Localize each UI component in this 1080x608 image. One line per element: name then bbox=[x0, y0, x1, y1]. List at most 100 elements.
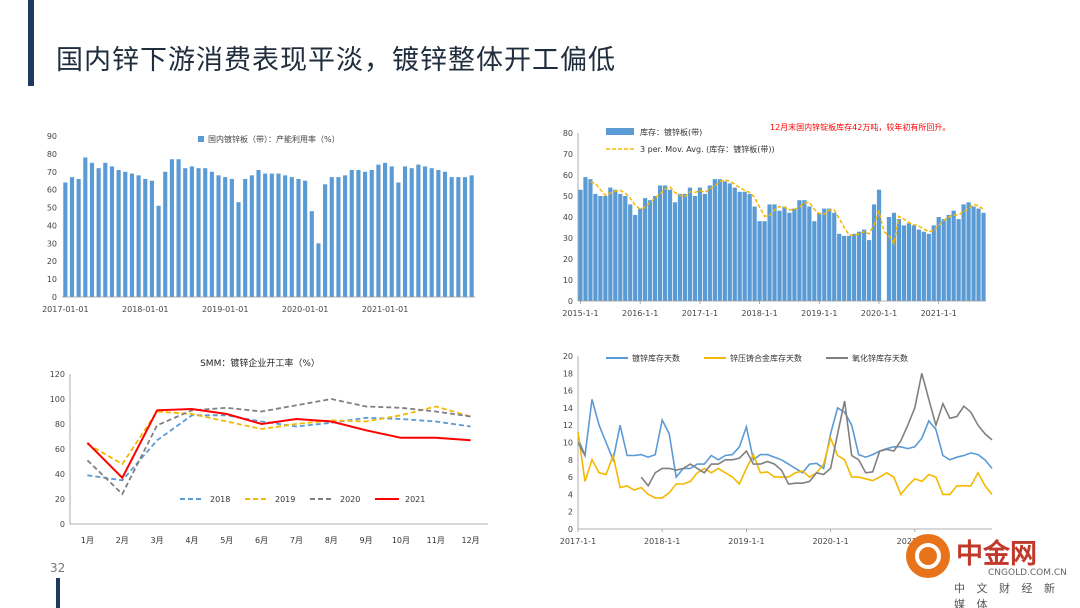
days-ytick: 20 bbox=[563, 352, 573, 361]
inv-bar bbox=[961, 204, 966, 301]
inv-bar bbox=[797, 200, 802, 301]
util-bar bbox=[136, 175, 141, 297]
inv-bar bbox=[672, 202, 678, 301]
inv-bar bbox=[628, 204, 633, 301]
inv-bar bbox=[583, 177, 588, 301]
inv-bar bbox=[762, 221, 767, 301]
inv-bar bbox=[702, 193, 707, 301]
inv-ytick: 0 bbox=[568, 297, 573, 306]
util-bar bbox=[283, 175, 288, 297]
inv-bar bbox=[817, 212, 822, 301]
util-bar bbox=[183, 168, 188, 297]
util-bar bbox=[263, 173, 268, 297]
util-bar bbox=[363, 171, 368, 297]
days-legend-label: 镀锌库存天数 bbox=[632, 353, 680, 363]
inv-bar bbox=[896, 219, 902, 301]
inv-bar bbox=[618, 193, 623, 301]
util-bar bbox=[169, 159, 174, 297]
smm-xtick: 7月 bbox=[290, 536, 303, 545]
inv-bar bbox=[921, 231, 926, 301]
smm-xtick: 11月 bbox=[427, 536, 445, 545]
util-bar bbox=[323, 184, 328, 297]
inv-bar bbox=[931, 225, 936, 301]
util-bar bbox=[209, 171, 214, 297]
util-ytick: 40 bbox=[47, 221, 57, 230]
watermark-logo: 中金网 CNGOLD.COM.CN 中 文 财 经 新 媒 体 bbox=[906, 530, 1067, 608]
util-bar bbox=[143, 178, 148, 297]
inv-ytick: 20 bbox=[563, 255, 573, 264]
inv-bar bbox=[767, 204, 772, 301]
inv-bar bbox=[936, 217, 941, 301]
util-bar bbox=[396, 182, 401, 297]
inv-legend-label: 库存：镀锌板(带) bbox=[640, 127, 702, 137]
inv-bar bbox=[981, 212, 986, 301]
inv-bar bbox=[598, 196, 603, 301]
inv-moving-average-line bbox=[590, 179, 984, 246]
inv-xtick: 2017-1-1 bbox=[682, 309, 718, 318]
inv-ytick: 30 bbox=[563, 234, 573, 243]
inv-bar bbox=[687, 187, 693, 301]
inv-bar bbox=[662, 185, 668, 301]
smm-legend-label: 2020 bbox=[340, 495, 360, 504]
util-bar bbox=[442, 171, 448, 297]
days-xtick: 2017-1-1 bbox=[560, 537, 596, 546]
inv-bar bbox=[742, 191, 747, 301]
smm-xtick: 3月 bbox=[151, 536, 164, 545]
util-bar bbox=[96, 168, 101, 297]
inv-bar bbox=[866, 240, 872, 301]
inv-bar bbox=[951, 210, 956, 301]
inv-bar bbox=[971, 206, 976, 301]
inv-bar bbox=[653, 196, 658, 301]
util-xtick: 2018-01-01 bbox=[122, 305, 169, 314]
util-bar bbox=[269, 173, 274, 297]
inv-bar bbox=[638, 208, 643, 301]
days-ytick: 18 bbox=[563, 369, 573, 378]
smm-xtick: 1月 bbox=[81, 536, 94, 545]
smm-legend-label: 2018 bbox=[210, 495, 230, 504]
util-ytick: 60 bbox=[47, 186, 57, 195]
util-bar bbox=[109, 166, 115, 297]
inv-bar bbox=[608, 187, 613, 301]
inv-bar bbox=[802, 200, 807, 301]
inv-bar bbox=[588, 179, 593, 301]
util-bar bbox=[336, 177, 341, 297]
inv-ytick: 40 bbox=[563, 213, 573, 222]
inv-bar bbox=[777, 210, 782, 301]
days-legend-label: 锌压铸合金库存天数 bbox=[730, 353, 802, 363]
util-ytick: 80 bbox=[47, 150, 57, 159]
inv-bar bbox=[832, 212, 837, 301]
inv-bar bbox=[911, 225, 916, 301]
util-bar bbox=[176, 159, 181, 297]
inv-bar bbox=[886, 217, 892, 301]
days-ytick: 2 bbox=[568, 508, 573, 517]
inv-xtick: 2020-1-1 bbox=[861, 309, 897, 318]
util-bar bbox=[369, 169, 374, 297]
footer-accent-bar bbox=[56, 578, 60, 608]
inv-bar bbox=[623, 196, 628, 301]
smm-title: SMM：镀锌企业开工率（%） bbox=[200, 357, 320, 369]
util-bar bbox=[89, 162, 95, 297]
inv-bar bbox=[722, 181, 727, 301]
util-bar bbox=[343, 175, 348, 297]
util-bar bbox=[249, 175, 254, 297]
days-ytick: 14 bbox=[563, 404, 573, 413]
days-legend-label: 氧化锌库存天数 bbox=[852, 353, 908, 363]
inv-xtick: 2019-1-1 bbox=[801, 309, 837, 318]
util-xtick: 2017-01-01 bbox=[42, 305, 89, 314]
util-bar bbox=[309, 211, 314, 297]
util-bar bbox=[156, 205, 161, 297]
days-ytick: 4 bbox=[568, 490, 573, 499]
inv-bar bbox=[792, 208, 797, 301]
smm-ytick: 60 bbox=[55, 445, 65, 454]
title-accent-bar bbox=[28, 0, 34, 86]
inv-bar bbox=[941, 219, 946, 301]
util-bar bbox=[436, 169, 441, 297]
util-legend-swatch bbox=[198, 136, 204, 142]
inv-bar bbox=[916, 229, 921, 301]
smm-xtick: 4月 bbox=[185, 536, 198, 545]
util-bar bbox=[63, 182, 68, 297]
smm-ytick: 0 bbox=[60, 520, 65, 529]
util-bar bbox=[422, 166, 428, 297]
days-ytick: 0 bbox=[568, 525, 573, 534]
inv-xtick: 2018-1-1 bbox=[741, 309, 777, 318]
